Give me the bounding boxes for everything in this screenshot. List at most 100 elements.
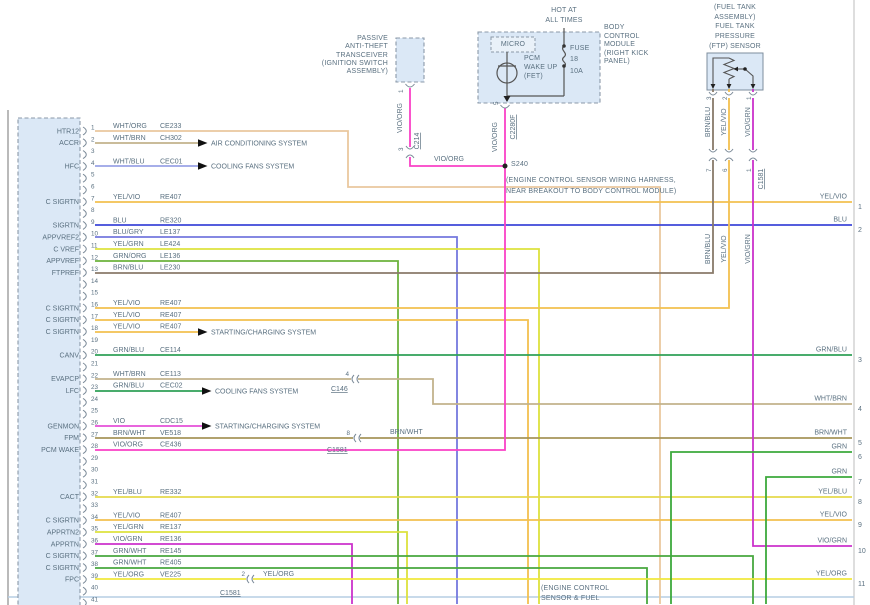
- pcm-pin-bump: [82, 539, 87, 549]
- bottom-harness-note: (ENGINE CONTROL SENSOR & FUEL: [541, 585, 610, 602]
- circuit-code-label: RE407: [160, 324, 182, 331]
- wire-color-label: BRN/BLU: [113, 265, 143, 272]
- pcm-pin-label: C SIGRTN: [46, 518, 79, 525]
- wire-color-label: BRN/BLU: [705, 107, 712, 137]
- branch-arrow: [198, 139, 208, 147]
- pcm-pin-number: 34: [91, 514, 99, 521]
- circuit-code-label: RE320: [160, 217, 182, 224]
- pcm-pin-bump: [82, 279, 87, 289]
- wire-color-label: YEL/VIO: [113, 312, 141, 319]
- wire-color-label: WHT/BRN: [113, 135, 146, 142]
- pcm-pin-label: LFC: [66, 388, 79, 395]
- pcm-pin-number: 18: [91, 325, 99, 332]
- pcm-pin-number: 28: [91, 443, 99, 450]
- pcm-pin-bump: [82, 362, 87, 372]
- wire-color-label: VIO/GRN: [745, 107, 752, 137]
- edge-marker-number: 10: [858, 548, 866, 555]
- pcm-pin-label: C SIGRTN: [46, 329, 79, 336]
- wire-color-label: BRN/WHT: [113, 430, 146, 437]
- wire-color-label: YEL/GRN: [113, 524, 144, 531]
- wire-cvref-yel-grn: [95, 248, 540, 604]
- pcm-pin-label: C VREF: [53, 246, 79, 253]
- pcm-pin-label: FPM: [64, 435, 79, 442]
- wire-color-label: BLU: [113, 217, 127, 224]
- pcm-pin-bump: [82, 138, 87, 148]
- pcm-connector-box: [17, 117, 81, 605]
- circuit-code-label: RE136: [160, 536, 182, 543]
- pcm-pin-number: 40: [91, 585, 99, 592]
- circuit-code-label: LE230: [160, 265, 180, 272]
- wire-color-label: YEL/VIO: [113, 512, 141, 519]
- wire-color-label: VIO/ORG: [397, 103, 404, 133]
- wire-color-label: YEL/BLU: [113, 489, 142, 496]
- pcm-pin-label: SIGRTN: [53, 223, 79, 230]
- branch-label: STARTING/CHARGING SYSTEM: [211, 330, 316, 337]
- wire-csigrtn17-yel-vio: [95, 319, 529, 604]
- edge-wire-label: BRN/WHT: [814, 430, 847, 437]
- pcm-pin-bump: [82, 551, 87, 561]
- pcm-pin-number: 39: [91, 573, 99, 580]
- pcm-pin-bump: [82, 586, 87, 596]
- ftp-sensor-title: (FUEL TANK ASSEMBLY) FUEL TANK PRESSURE …: [709, 4, 761, 50]
- pcm-pin-number: 3: [91, 148, 95, 155]
- wire-color-label: YEL/VIO: [113, 324, 141, 331]
- pcm-pin-label: GENMON: [48, 423, 80, 430]
- pcm-pin-number: 32: [91, 490, 99, 497]
- edge-wire-label: VIO/GRN: [817, 538, 847, 545]
- branch-label: COOLING FANS SYSTEM: [211, 164, 294, 171]
- pcm-pin-label: C SIGRTN: [46, 553, 79, 560]
- ftp-pin-number: 1: [746, 96, 753, 100]
- pcm-pin-number: 41: [91, 597, 99, 604]
- pcm-pin-label: ACCR: [59, 140, 79, 147]
- pcm-pin-bump: [82, 209, 87, 219]
- pcm-pin-number: 33: [91, 502, 99, 509]
- wire-color-label: VIO/ORG: [492, 122, 499, 152]
- wire-color-label: GRN/WHT: [113, 548, 147, 555]
- wire-color-label: YEL/VIO: [721, 235, 728, 263]
- connector-c1581-label: C1581: [758, 169, 765, 190]
- wire-color-label: BLU/GRY: [113, 229, 144, 236]
- wiper-dot: [743, 67, 747, 71]
- ftp-exit-arrow: [710, 84, 716, 89]
- transceiver-label: PASSIVE ANTI-THEFT TRANSCEIVER (IGNITION…: [321, 35, 388, 76]
- pcm-pin-label: APPVREF2: [42, 235, 79, 242]
- ftp-sensor-box: [706, 52, 764, 91]
- pcm-pin-label: CACT: [60, 494, 80, 501]
- branch-label: AIR CONDITIONING SYSTEM: [211, 141, 307, 148]
- connector-breaks: [246, 83, 758, 584]
- wire-color-label: BRN/BLU: [705, 234, 712, 264]
- wire-color-label: VIO/ORG: [434, 156, 464, 163]
- wire-color-label: YEL/VIO: [721, 108, 728, 136]
- pcm-pin-bump: [82, 150, 87, 160]
- edge-marker-number: 1: [858, 204, 862, 211]
- circuit-code-label: LE137: [160, 229, 180, 236]
- pcm-pin-number: 23: [91, 384, 99, 391]
- pcm-pin-number: 38: [91, 561, 99, 568]
- circuit-code-label: LE424: [160, 241, 180, 248]
- transceiver-pin-number: 1: [398, 89, 405, 93]
- edge-wire-label: YEL/VIO: [820, 512, 848, 519]
- pcm-pin-bump: [82, 291, 87, 301]
- wire-apprtn2-yel-grn: [95, 531, 408, 604]
- wire-color-label: GRN/BLU: [113, 347, 144, 354]
- pcm-pin-number: 27: [91, 431, 99, 438]
- edge-wire-label: GRN: [831, 469, 847, 476]
- wire-color-label: BRN/WHT: [390, 429, 423, 436]
- wire-color-label: YEL/VIO: [113, 300, 141, 307]
- pcm-pin-number: 10: [91, 231, 99, 238]
- fuse-terminal-dot: [562, 64, 566, 68]
- c2280f-pin-number: 5: [493, 101, 500, 105]
- pcm-pin-number: 12: [91, 254, 99, 261]
- wire-csigrtn38-grn-wht: [95, 567, 648, 604]
- pcm-pin-number: 2: [91, 136, 95, 143]
- circuit-code-label: RE405: [160, 560, 182, 567]
- branch-arrow: [202, 387, 212, 395]
- pcm-pin-number: 30: [91, 467, 99, 474]
- wire-color-label: YEL/VIO: [113, 194, 141, 201]
- wire-htr12-wht-org: [95, 130, 661, 604]
- pcm-pin-number: 26: [91, 420, 99, 427]
- pcm-pin-number: 8: [91, 207, 95, 214]
- branch-label: COOLING FANS SYSTEM: [215, 389, 298, 396]
- edge-marker-number: 8: [858, 499, 862, 506]
- circuit-code-label: RE407: [160, 512, 182, 519]
